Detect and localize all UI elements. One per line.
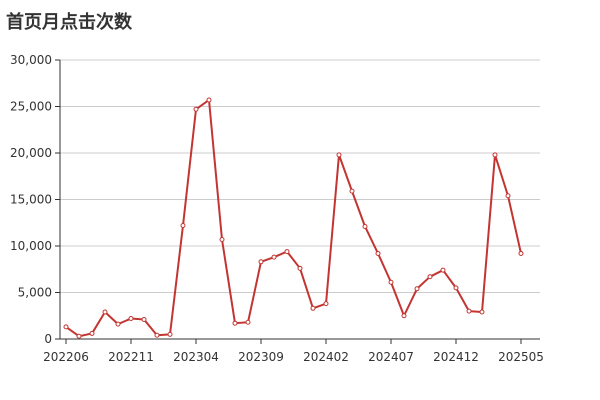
axes: 0 5,000 10,000 15,000 20,000 25,000 30,000 2022…	[10, 53, 544, 364]
data-point[interactable]	[167, 331, 173, 337]
data-point[interactable]	[102, 309, 108, 315]
data-point[interactable]	[297, 265, 303, 271]
data-point[interactable]	[310, 305, 316, 311]
data-point[interactable]	[466, 308, 472, 314]
y-tick-label: 5,000	[18, 286, 52, 300]
data-point[interactable]	[128, 316, 134, 322]
series-line	[65, 98, 522, 338]
data-point[interactable]	[154, 332, 160, 338]
data-point[interactable]	[492, 152, 498, 158]
data-point[interactable]	[115, 321, 121, 327]
data-point[interactable]	[375, 250, 381, 256]
x-tick-label: 202206	[43, 350, 89, 364]
data-point[interactable]	[141, 316, 147, 322]
data-point[interactable]	[323, 301, 329, 307]
data-point[interactable]	[63, 324, 69, 330]
x-tick-label: 202402	[303, 350, 349, 364]
x-tick-label: 202211	[108, 350, 154, 364]
data-points	[63, 97, 524, 339]
data-point[interactable]	[362, 223, 368, 229]
data-point[interactable]	[505, 193, 511, 199]
data-point[interactable]	[193, 106, 199, 112]
y-tick-label: 10,000	[10, 239, 52, 253]
chart-title: 首页月点击次数	[6, 12, 132, 33]
x-tick-label: 202412	[433, 350, 479, 364]
data-point[interactable]	[440, 267, 446, 273]
data-point[interactable]	[76, 333, 82, 339]
data-point[interactable]	[388, 279, 394, 285]
y-tick-label: 0	[44, 332, 52, 346]
y-tick-label: 30,000	[10, 53, 52, 67]
x-tick-label: 202407	[368, 350, 414, 364]
x-tick-label: 202309	[238, 350, 284, 364]
data-point[interactable]	[245, 319, 251, 325]
data-point[interactable]	[89, 330, 95, 336]
data-point[interactable]	[232, 320, 238, 326]
data-point[interactable]	[518, 250, 524, 256]
data-point[interactable]	[271, 254, 277, 260]
data-point[interactable]	[258, 259, 264, 265]
series-group	[65, 98, 522, 338]
x-tick-label: 202505	[498, 350, 544, 364]
data-point[interactable]	[427, 274, 433, 280]
data-point[interactable]	[219, 236, 225, 242]
data-point[interactable]	[401, 313, 407, 319]
data-point[interactable]	[349, 188, 355, 194]
x-tick-label: 202304	[173, 350, 219, 364]
grid-lines	[60, 59, 540, 293]
y-tick-label: 20,000	[10, 146, 52, 160]
y-tick-label: 25,000	[10, 100, 52, 114]
data-point[interactable]	[180, 223, 186, 229]
data-point[interactable]	[206, 97, 212, 103]
data-point[interactable]	[284, 249, 290, 255]
data-point[interactable]	[479, 309, 485, 315]
data-point[interactable]	[414, 286, 420, 292]
data-point[interactable]	[453, 285, 459, 291]
y-tick-label: 15,000	[10, 193, 52, 207]
data-point[interactable]	[336, 152, 342, 158]
